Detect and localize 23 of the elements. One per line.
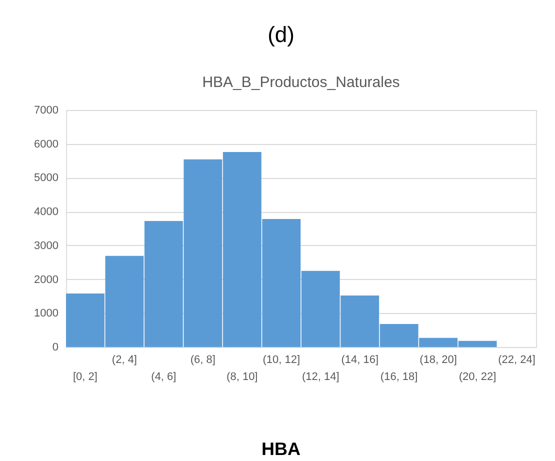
- x-tick-label: (16, 18]: [380, 371, 418, 383]
- y-tick-label: 5000: [34, 172, 58, 184]
- y-tick-label: 2000: [34, 274, 58, 286]
- y-tick-label: 0: [52, 342, 58, 354]
- x-tick-label: (4, 6]: [151, 371, 176, 383]
- y-tick-label: 4000: [34, 206, 58, 218]
- x-tick-label: (10, 12]: [262, 354, 300, 366]
- x-tick-label: (6, 8]: [190, 354, 216, 366]
- text: (d): [268, 22, 294, 47]
- x-axis-title: HBA: [262, 439, 300, 459]
- y-tick-label: 1000: [34, 308, 58, 320]
- y-tick-label: 6000: [34, 138, 58, 150]
- x-tick-label: (2, 4]: [112, 354, 137, 366]
- x-tick-label: (14, 16]: [341, 354, 379, 366]
- y-tick-label: 7000: [34, 104, 58, 116]
- chart-title: HBA_B_Productos_Naturales: [202, 74, 400, 91]
- x-tick-label: (12, 14]: [302, 371, 340, 383]
- x-tick-label: (20, 22]: [458, 371, 496, 383]
- x-tick-label: (8, 10]: [226, 371, 258, 383]
- x-tick-label: (22, 24]: [498, 354, 536, 366]
- y-tick-label: 3000: [34, 240, 58, 252]
- x-tick-label: [0, 2]: [72, 371, 98, 383]
- x-tick-label: (18, 20]: [420, 354, 457, 366]
